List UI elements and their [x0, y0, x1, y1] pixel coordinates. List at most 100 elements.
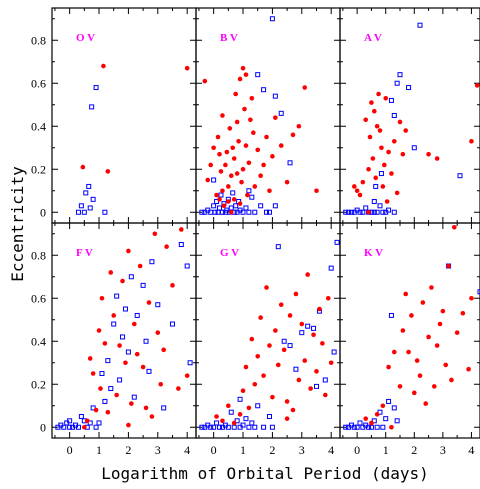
open-square-point [243, 205, 249, 211]
x-tick-label: 0 [354, 443, 360, 457]
filled-circle-point [264, 134, 269, 140]
filled-circle-point [96, 328, 102, 333]
filled-circle-point [87, 356, 93, 361]
open-square-point [67, 418, 73, 424]
filled-circle-point [296, 123, 302, 129]
filled-circle-point [218, 169, 224, 174]
filled-circle-point [394, 190, 400, 196]
filled-circle-point [129, 401, 134, 406]
x-tick-label: 1 [383, 443, 389, 457]
filled-circle-point [220, 418, 225, 424]
open-square-point [218, 192, 224, 198]
filled-circle-point [240, 388, 246, 394]
panel-points [343, 225, 480, 430]
filled-circle-point [351, 184, 357, 189]
open-square-point [134, 312, 140, 318]
filled-circle-point [170, 283, 175, 288]
filled-circle-point [389, 424, 394, 430]
open-square-point [212, 209, 218, 215]
filled-circle-point [384, 199, 390, 204]
open-square-point [357, 209, 363, 215]
open-square-point [83, 190, 89, 196]
panel-frame [339, 222, 480, 439]
filled-circle-point [434, 156, 440, 161]
open-square-point [249, 194, 255, 200]
open-square-point [237, 396, 243, 402]
open-square-point [122, 306, 128, 312]
open-square-point [368, 424, 374, 430]
open-square-point [155, 302, 161, 308]
open-square-point [388, 97, 394, 103]
filled-circle-point [120, 278, 125, 284]
filled-circle-point [179, 227, 184, 232]
panel-points [343, 22, 480, 215]
open-square-point [178, 242, 184, 247]
open-square-point [102, 209, 108, 215]
filled-circle-point [360, 179, 366, 185]
open-square-point [373, 183, 379, 189]
filled-circle-point [84, 418, 90, 424]
filled-circle-point [137, 263, 143, 269]
filled-circle-point [246, 160, 252, 166]
open-square-point [411, 145, 417, 151]
filled-circle-point [305, 272, 310, 277]
filled-circle-point [248, 117, 253, 123]
filled-circle-point [374, 123, 380, 129]
filled-circle-point [214, 192, 219, 198]
filled-circle-point [414, 358, 420, 363]
filled-circle-point [205, 177, 211, 183]
x-tick-label: 0 [211, 443, 217, 457]
filled-circle-point [469, 295, 474, 301]
filled-circle-point [230, 145, 236, 151]
open-square-point [120, 334, 126, 340]
filled-circle-point [243, 364, 249, 370]
open-square-point [357, 420, 363, 426]
open-square-point [108, 386, 114, 392]
filled-circle-point [380, 403, 386, 409]
open-square-point [380, 209, 386, 215]
filled-circle-point [158, 381, 164, 387]
filled-circle-point [101, 63, 106, 69]
panel-frame [195, 222, 341, 439]
open-square-point [225, 424, 231, 430]
open-square-point [102, 398, 108, 404]
open-square-point [261, 424, 267, 430]
filled-circle-point [284, 399, 290, 404]
open-square-point [105, 358, 111, 364]
x-tick-label: 3 [440, 443, 446, 457]
filled-circle-point [249, 96, 255, 101]
filled-circle-point [278, 302, 284, 308]
panel-points [75, 63, 190, 215]
filled-circle-point [237, 201, 243, 206]
filled-circle-point [149, 414, 155, 419]
filled-circle-point [214, 414, 219, 419]
open-square-point [377, 203, 383, 209]
filled-circle-point [397, 384, 403, 389]
filled-circle-point [215, 134, 221, 140]
x-tick-label: 4 [328, 443, 334, 457]
filled-circle-point [224, 149, 230, 155]
filled-circle-point [371, 108, 377, 114]
open-square-point [81, 209, 87, 215]
open-square-point [246, 424, 252, 430]
open-square-point [343, 424, 349, 430]
panel-4: 0 0.2 0.4 0.6 0.8 0 1 2 3 4 F V [31, 222, 197, 457]
open-square-point [264, 209, 270, 215]
panel-2: B V [195, 7, 341, 224]
filled-circle-point [226, 403, 231, 409]
open-square-point [199, 209, 205, 215]
filled-circle-point [105, 169, 111, 174]
open-square-point [299, 330, 305, 336]
panel-title: A V [364, 32, 382, 44]
open-square-point [128, 274, 134, 280]
open-square-point [217, 205, 223, 211]
open-square-point [169, 321, 175, 327]
filled-circle-point [131, 321, 137, 327]
y-tick-label: 0.2 [31, 377, 46, 391]
filled-circle-point [123, 360, 128, 366]
open-square-point [331, 349, 337, 355]
filled-circle-point [270, 154, 275, 159]
filled-circle-point [99, 295, 105, 301]
open-square-point [305, 323, 311, 329]
